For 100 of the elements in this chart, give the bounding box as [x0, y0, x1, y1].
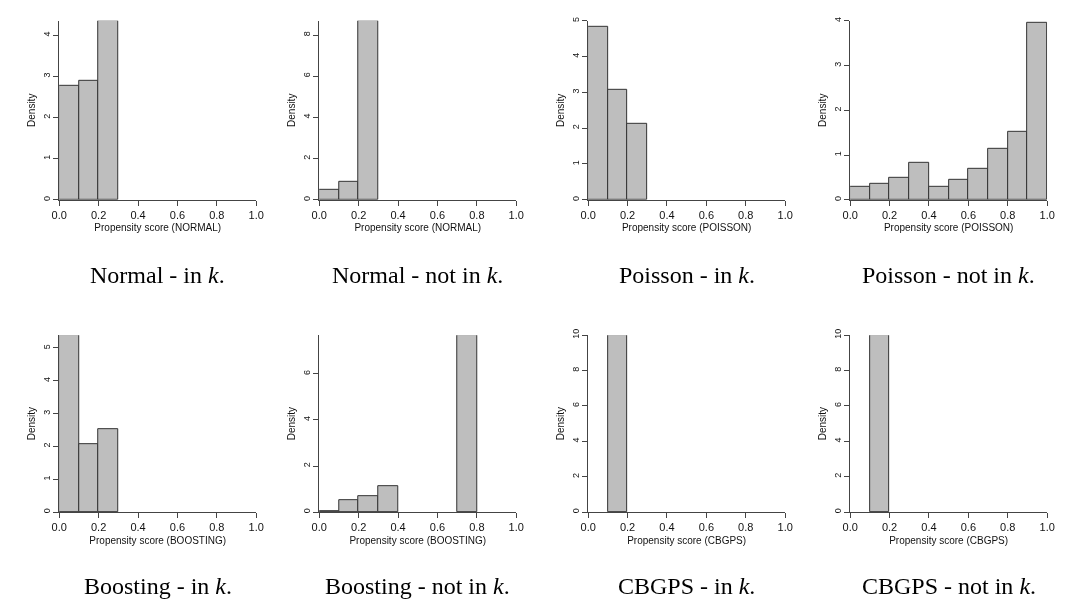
text: CBGPS - in k. — [618, 573, 756, 599]
y-tick-label: 3 — [570, 88, 581, 94]
x-tick-label: 0.6 — [698, 521, 714, 534]
y-axis-title: Density — [25, 406, 37, 441]
y-tick-label: 0 — [570, 508, 581, 514]
x-tick-label: 0.8 — [469, 208, 485, 221]
x-tick-label: 0.2 — [881, 208, 898, 221]
x-tick-label: 1.0 — [508, 208, 524, 221]
y-axis-title: Density — [25, 93, 37, 127]
y-axis-title: Density — [816, 406, 828, 441]
y-tick-label: 6 — [570, 402, 581, 408]
text: Boosting - in k. — [84, 573, 232, 599]
x-tick-label: 0.0 — [311, 521, 327, 534]
x-tick-label: 0.0 — [311, 208, 327, 221]
x-tick-label: 0.0 — [51, 208, 67, 221]
text: Normal - not in k. — [332, 262, 504, 288]
y-tick-label: 4 — [570, 437, 581, 443]
y-tick-label: 1 — [570, 160, 581, 166]
x-tick-label: 0.8 — [738, 521, 754, 534]
x-tick-label: 0.6 — [429, 208, 446, 221]
x-tick-label: 0.4 — [659, 521, 675, 534]
x-tick-label: 0.0 — [51, 521, 67, 534]
x-axis-title: Propensity score (POISSON) — [621, 222, 752, 234]
x-axis-title: Propensity score (NORMAL) — [94, 222, 222, 234]
y-tick-label: 5 — [570, 16, 581, 22]
x-tick-label: 0.6 — [698, 208, 714, 221]
x-tick-label: 0.8 — [209, 521, 225, 534]
y-tick-label: 0 — [301, 508, 312, 514]
y-tick-label: 6 — [832, 402, 843, 408]
x-tick-label: 1.0 — [508, 521, 524, 534]
x-tick-label: 0.0 — [580, 521, 596, 534]
y-tick-label: 2 — [570, 124, 581, 130]
y-tick-label: 1 — [41, 154, 52, 160]
x-tick-label: 0.8 — [209, 208, 225, 221]
x-tick-label: 1.0 — [248, 208, 264, 221]
y-tick-label: 2 — [570, 472, 581, 478]
x-tick-label: 0.8 — [1000, 521, 1016, 534]
text: Boosting - not in k. — [325, 573, 510, 599]
x-tick-label: 0.4 — [130, 208, 146, 221]
y-tick-label: 3 — [41, 72, 52, 78]
y-tick-label: 4 — [832, 437, 843, 443]
y-tick-label: 10 — [570, 328, 581, 339]
x-tick-label: 1.0 — [777, 521, 793, 534]
y-tick-label: 1 — [832, 151, 843, 157]
y-tick-label: 4 — [570, 52, 581, 58]
y-axis-title: Density — [816, 93, 828, 127]
y-tick-label: 1 — [41, 475, 52, 481]
x-tick-label: 0.0 — [842, 208, 858, 221]
x-tick-label: 0.4 — [659, 208, 675, 221]
x-axis-title: Propensity score (CBGPS) — [889, 534, 1009, 546]
y-tick-label: 4 — [832, 16, 843, 22]
x-tick-label: 0.6 — [169, 521, 186, 534]
x-axis-title: Propensity score (CBGPS) — [627, 534, 747, 546]
x-axis-title: Propensity score (NORMAL) — [354, 222, 482, 234]
y-tick-label: 2 — [301, 462, 312, 468]
x-axis-title: Propensity score (POISSON) — [883, 222, 1014, 234]
x-tick-label: 0.8 — [469, 521, 485, 534]
x-tick-label: 0.2 — [619, 208, 636, 221]
x-tick-label: 0.4 — [921, 208, 937, 221]
x-tick-label: 0.4 — [921, 521, 937, 534]
y-axis-title: Density — [554, 406, 566, 441]
y-tick-label: 2 — [832, 472, 843, 478]
x-tick-label: 1.0 — [1039, 208, 1055, 221]
y-tick-label: 2 — [301, 154, 312, 160]
y-axis-title: Density — [554, 93, 566, 127]
y-tick-label: 8 — [570, 366, 581, 372]
x-tick-label: 1.0 — [1039, 521, 1055, 534]
x-tick-label: 0.6 — [960, 208, 976, 221]
y-tick-label: 0 — [832, 195, 843, 201]
x-tick-label: 1.0 — [777, 208, 793, 221]
x-tick-label: 0.6 — [960, 521, 976, 534]
x-axis-title: Propensity score (BOOSTING) — [349, 534, 487, 546]
x-axis-title: Propensity score (BOOSTING) — [89, 534, 227, 546]
x-tick-label: 0.2 — [90, 208, 107, 221]
y-tick-label: 0 — [570, 195, 581, 201]
x-tick-label: 0.4 — [130, 521, 146, 534]
x-tick-label: 0.6 — [429, 521, 446, 534]
text: Normal - in k. — [90, 262, 225, 288]
y-tick-label: 6 — [301, 370, 312, 376]
text: Poisson - not in k. — [862, 262, 1035, 288]
y-tick-label: 0 — [41, 508, 52, 514]
x-tick-label: 0.2 — [619, 521, 636, 534]
x-tick-label: 0.0 — [842, 521, 858, 534]
y-axis-title: Density — [285, 93, 297, 127]
x-tick-label: 0.8 — [1000, 208, 1016, 221]
y-tick-label: 5 — [41, 344, 52, 350]
y-tick-label: 8 — [832, 366, 843, 372]
x-tick-label: 0.2 — [90, 521, 107, 534]
y-tick-label: 4 — [301, 113, 312, 119]
x-tick-label: 1.0 — [248, 521, 264, 534]
text: CBGPS - not in k. — [862, 573, 1037, 599]
x-tick-label: 0.4 — [390, 208, 406, 221]
y-tick-label: 4 — [41, 376, 52, 382]
y-tick-label: 0 — [301, 195, 312, 201]
y-tick-label: 2 — [41, 442, 52, 448]
y-tick-label: 2 — [41, 113, 52, 119]
y-axis-title: Density — [285, 406, 297, 441]
y-tick-label: 3 — [41, 409, 52, 415]
y-tick-label: 0 — [41, 195, 52, 201]
y-tick-label: 8 — [301, 31, 312, 37]
